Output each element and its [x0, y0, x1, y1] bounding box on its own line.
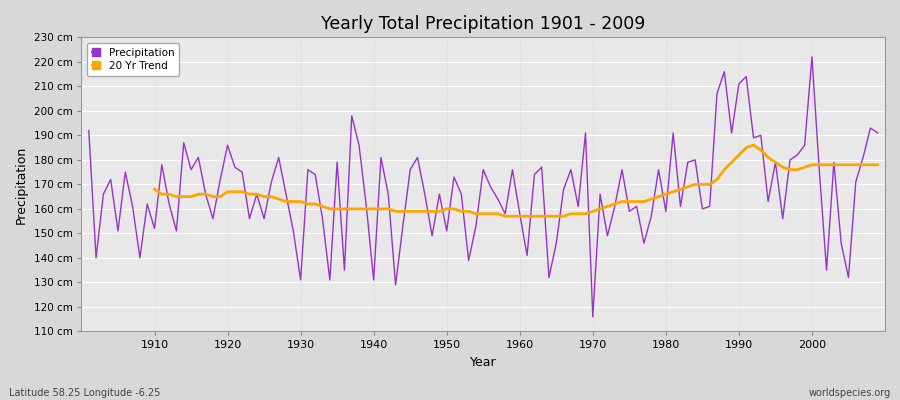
Legend: Precipitation, 20 Yr Trend: Precipitation, 20 Yr Trend	[86, 42, 179, 76]
Y-axis label: Precipitation: Precipitation	[15, 145, 28, 224]
Title: Yearly Total Precipitation 1901 - 2009: Yearly Total Precipitation 1901 - 2009	[321, 15, 645, 33]
Text: Latitude 58.25 Longitude -6.25: Latitude 58.25 Longitude -6.25	[9, 388, 160, 398]
X-axis label: Year: Year	[470, 356, 497, 369]
Text: worldspecies.org: worldspecies.org	[809, 388, 891, 398]
